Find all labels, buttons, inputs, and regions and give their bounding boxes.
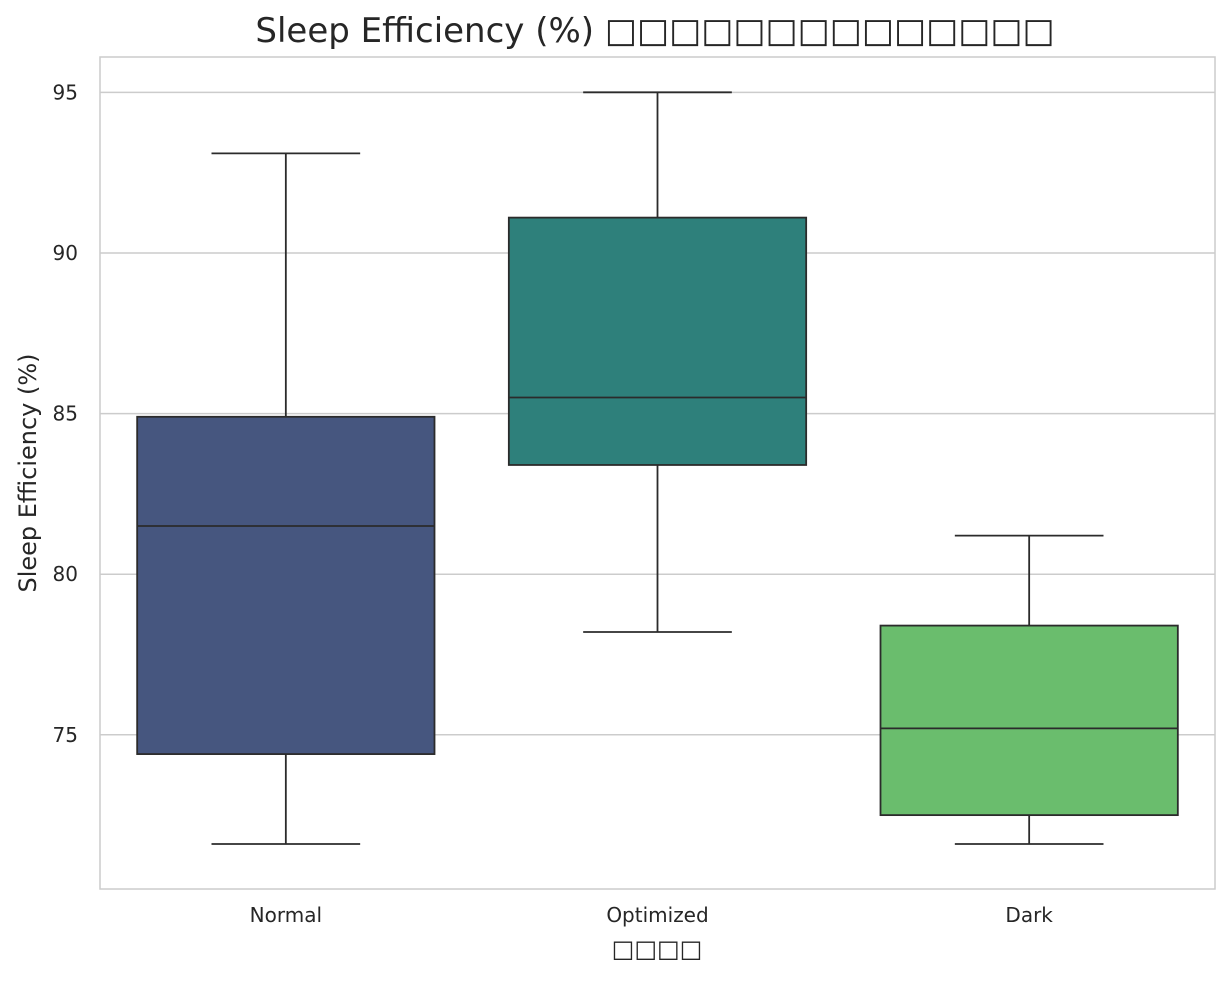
plot-frame [99, 56, 1216, 890]
box-group-dark [879, 534, 1179, 845]
y-tick-label-95: 95 [53, 80, 78, 104]
box-dark [879, 624, 1179, 817]
box-group-optimized [507, 91, 808, 633]
x-tick-label-optimized: Optimized [606, 903, 708, 927]
y-axis-label: Sleep Efficiency (%) [14, 353, 42, 592]
y-tick-label-80: 80 [53, 562, 78, 586]
box-group-normal [136, 152, 436, 845]
y-tick-labels: 75 80 85 90 95 [53, 80, 78, 746]
y-tick-label-90: 90 [53, 241, 78, 265]
x-tick-labels: Normal Optimized Dark [250, 903, 1054, 927]
box-optimized [507, 216, 808, 466]
box-normal [136, 415, 436, 755]
x-tick-label-dark: Dark [1005, 903, 1053, 927]
y-tick-label-75: 75 [53, 723, 78, 747]
boxes [136, 91, 1179, 845]
chart-title: Sleep Efficiency (%) □□□□□□□□□□□□□□ [255, 11, 1054, 51]
x-tick-label-normal: Normal [250, 903, 322, 927]
y-tick-label-85: 85 [53, 402, 78, 426]
x-axis-label: □□□□ [612, 935, 703, 963]
